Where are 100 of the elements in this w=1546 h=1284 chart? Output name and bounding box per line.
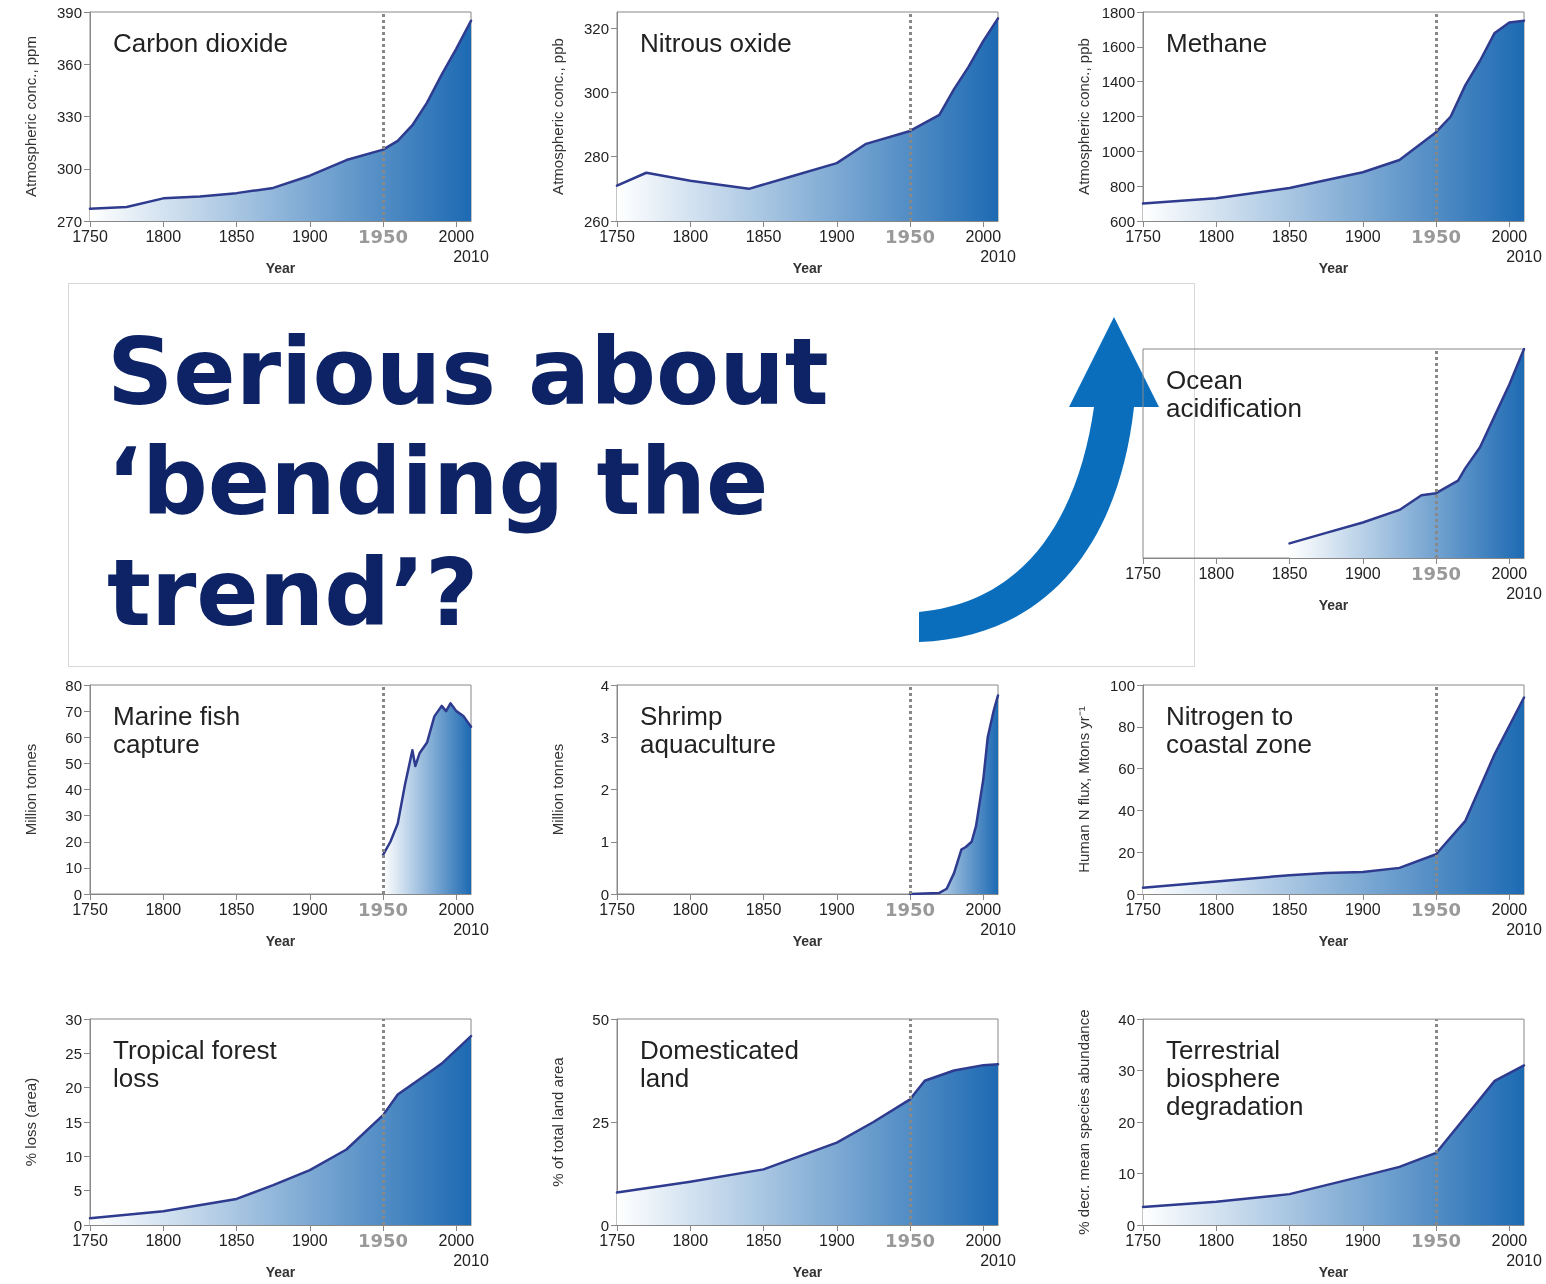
x-tick-label: 1750	[599, 900, 635, 918]
y-axis-title: Million tonnes	[549, 743, 566, 836]
x-tick-label: 1850	[1271, 227, 1308, 245]
x-axis-title: Year	[1318, 1264, 1349, 1280]
text: 2010	[1506, 247, 1542, 265]
x-axis-title: Year	[265, 1264, 296, 1280]
text: 2010	[453, 1251, 489, 1269]
x-axis-title: Year	[265, 260, 296, 276]
x-tick-label: 2000	[965, 1231, 1002, 1249]
x-tick-label: 1850	[218, 900, 255, 918]
y-tick-label: 50	[65, 754, 82, 772]
y-tick-label: 40	[1118, 1010, 1135, 1028]
x-tick-label: 2000	[1491, 564, 1528, 582]
x-axis-title: Year	[792, 260, 823, 276]
x-tick-label: 1950	[1411, 898, 1462, 920]
x-tick-label: 1850	[218, 227, 255, 245]
y-tick-label: 270	[56, 212, 82, 230]
y-tick-label: 320	[583, 19, 609, 37]
y-tick-label: 800	[1109, 177, 1135, 195]
y-tick-label: 1800	[1101, 3, 1135, 21]
x-tick-label: 1800	[672, 900, 709, 918]
x-tick-label: 1900	[292, 1231, 328, 1249]
text: 2010	[1506, 1251, 1542, 1269]
x-tick-label: 2000	[1491, 227, 1528, 245]
y-tick-label: 20	[65, 833, 82, 851]
y-tick-label: 20	[65, 1079, 82, 1097]
x-tick-label: 1750	[72, 1231, 108, 1249]
x-tick-label: 1750	[72, 227, 108, 245]
y-tick-label: 40	[1118, 801, 1135, 819]
x-tick-label: 1950	[1411, 225, 1462, 247]
x-tick-label: 2000	[965, 227, 1002, 245]
y-tick-label: 10	[65, 1147, 82, 1165]
text: Nitrous oxide	[640, 28, 792, 58]
x-tick-label: 1850	[1271, 1231, 1308, 1249]
x-tick-label: 2000	[1491, 900, 1528, 918]
y-tick-label: 390	[56, 3, 82, 21]
x-axis-title: Year	[1318, 933, 1349, 949]
text: Shrimp aquaculture	[640, 701, 776, 759]
x-tick-label: 1850	[1271, 900, 1308, 918]
x-tick-label: 2000	[1491, 1231, 1528, 1249]
x-tick-label: 1950	[885, 898, 936, 920]
y-tick-label: 2	[600, 781, 609, 798]
x-tick-label: 1850	[745, 227, 782, 245]
y-tick-label: 260	[583, 212, 609, 230]
x-tick-label: 1750	[1125, 1231, 1161, 1249]
y-tick-label: 0	[1126, 1216, 1135, 1234]
y-tick-label: 300	[56, 160, 82, 178]
y-tick-label: 25	[65, 1044, 82, 1062]
y-tick-label: 20	[1118, 843, 1135, 861]
x-tick-label: 1850	[218, 1231, 255, 1249]
x-tick-label: 1800	[145, 900, 182, 918]
x-tick-label: 1800	[672, 227, 709, 245]
text: 2010	[453, 920, 489, 938]
x-tick-label: 1950	[885, 225, 936, 247]
y-tick-label: 300	[583, 83, 609, 101]
x-tick-label: 1800	[145, 227, 182, 245]
y-tick-label: 10	[1118, 1165, 1135, 1183]
y-tick-label: 5	[73, 1182, 82, 1200]
text: Methane	[1166, 28, 1268, 58]
x-tick-label: 1750	[72, 900, 108, 918]
x-tick-label: 2000	[438, 227, 475, 245]
x-tick-label: 1800	[1198, 564, 1235, 582]
y-tick-label: 60	[1118, 760, 1135, 778]
y-tick-label: 0	[73, 885, 82, 903]
y-axis-title: Human N flux, Mtons yr⁻¹	[1075, 706, 1092, 873]
x-tick-label: 1950	[885, 1229, 936, 1251]
x-tick-label: 1950	[358, 225, 409, 247]
x-tick-label: 1900	[819, 900, 855, 918]
text: Carbon dioxide	[113, 28, 288, 58]
text: 2010	[1506, 920, 1542, 938]
x-tick-label: 1800	[145, 1231, 182, 1249]
x-axis-title: Year	[792, 1264, 823, 1280]
x-tick-label: 2000	[438, 1231, 475, 1249]
x-tick-label: 1900	[819, 227, 855, 245]
text: 2010	[1506, 584, 1542, 602]
text: Ocean acidification	[1166, 365, 1302, 423]
y-tick-label: 70	[65, 702, 82, 720]
text: Terrestrial biosphere degradation	[1166, 1035, 1304, 1121]
x-tick-label: 1850	[745, 1231, 782, 1249]
text: 2010	[980, 1251, 1016, 1269]
y-axis-title: % loss (area)	[22, 1077, 39, 1167]
x-tick-label: 1900	[1345, 227, 1381, 245]
y-tick-label: 1400	[1101, 73, 1135, 91]
x-tick-label: 2000	[438, 900, 475, 918]
x-tick-label: 1750	[1125, 900, 1161, 918]
text: 2010	[980, 247, 1016, 265]
y-tick-label: 10	[65, 859, 82, 877]
y-tick-label: 0	[600, 885, 609, 903]
x-tick-label: 1950	[1411, 562, 1462, 584]
x-tick-label: 1800	[1198, 900, 1235, 918]
y-tick-label: 25	[592, 1113, 609, 1131]
y-tick-label: 360	[56, 55, 82, 73]
x-tick-label: 1800	[1198, 1231, 1235, 1249]
y-axis-title: Atmospheric conc., ppb	[1074, 38, 1092, 195]
x-tick-label: 1750	[1125, 227, 1161, 245]
y-tick-label: 50	[592, 1010, 609, 1028]
x-tick-label: 1900	[1345, 900, 1381, 918]
x-tick-label: 1900	[292, 227, 328, 245]
y-tick-label: 20	[1118, 1113, 1135, 1131]
text: Domesticated land	[640, 1035, 807, 1093]
